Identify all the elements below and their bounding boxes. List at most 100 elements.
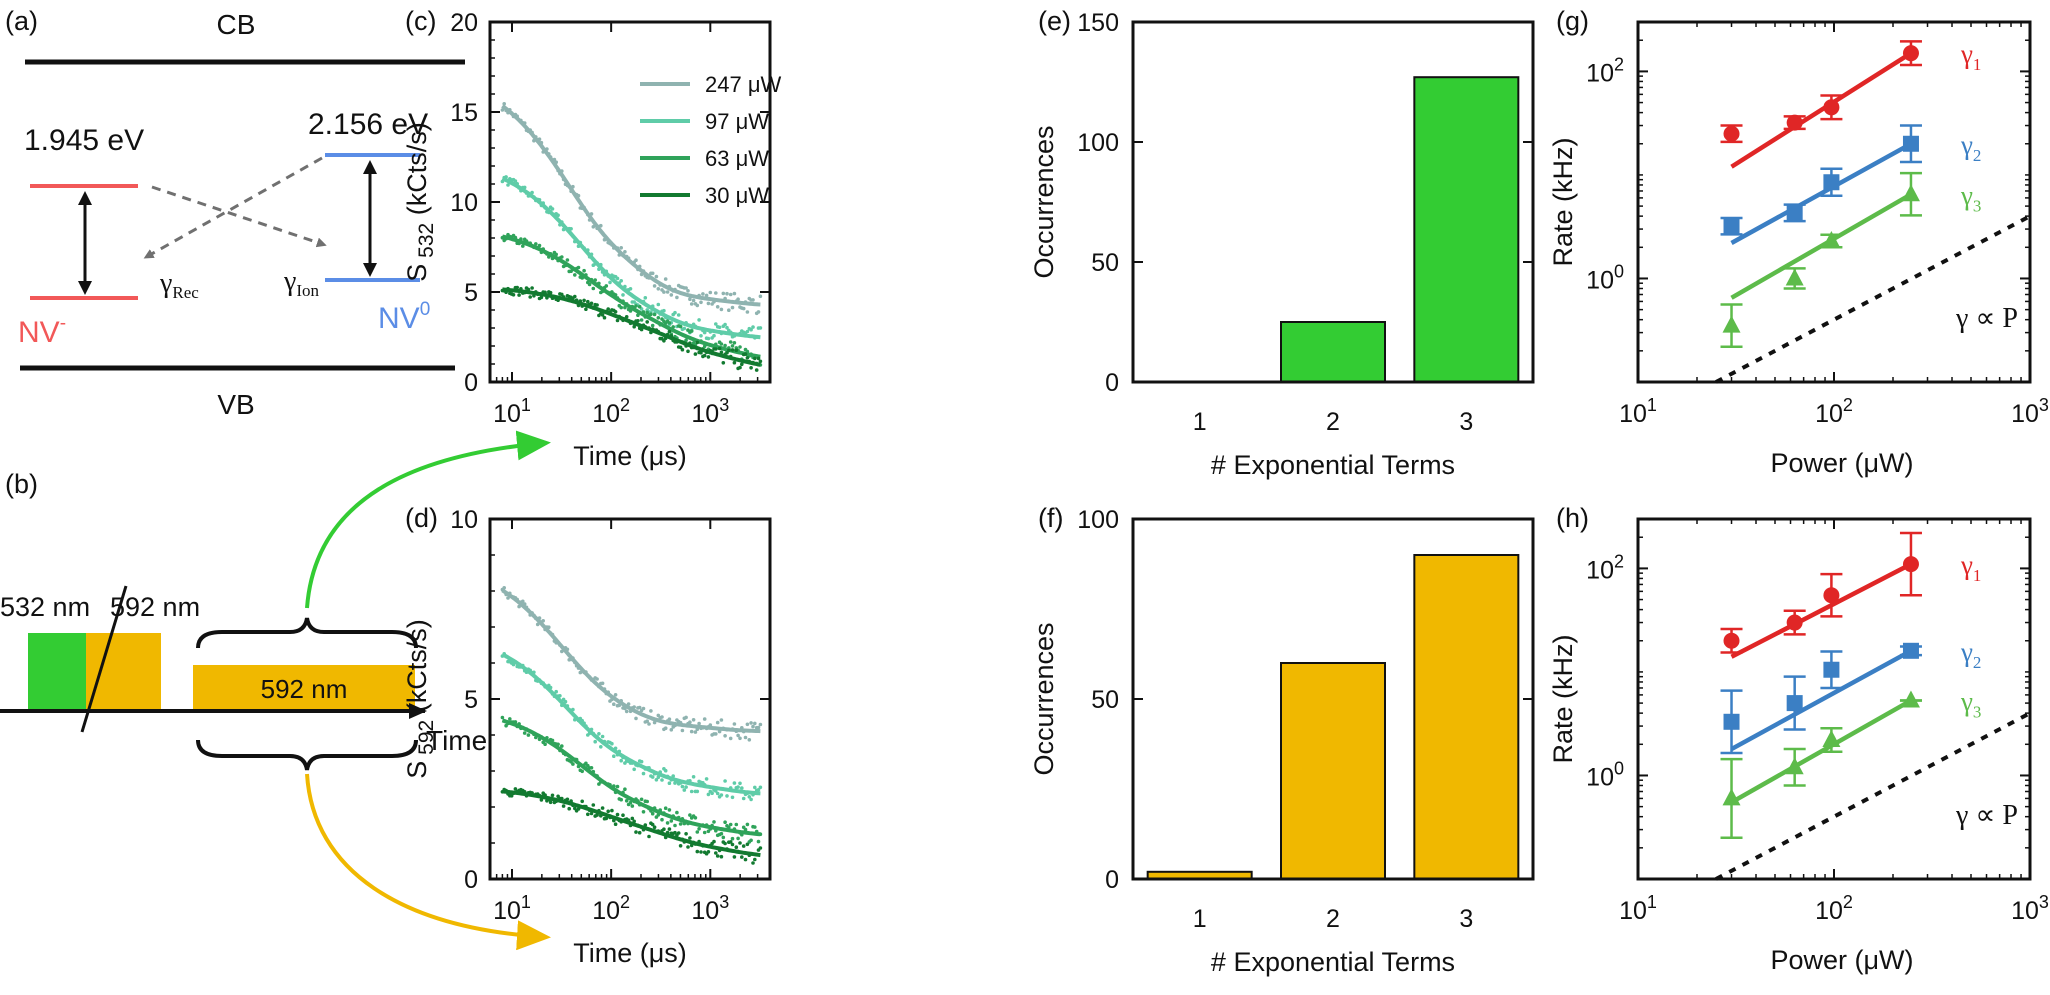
data-point [706,792,711,797]
data-point [749,327,753,332]
fit-line-2 [501,234,761,359]
data-point [1785,268,1804,286]
data-point [667,781,672,785]
data-point [604,816,609,821]
data-point [650,323,655,328]
time-label: Time [426,725,487,756]
data-point [678,822,683,826]
data-point [727,308,731,313]
data-point [686,289,690,293]
data-point [582,298,586,303]
data-point [730,344,735,348]
data-point [513,179,518,183]
gamma-rec-label: γRec [159,268,199,302]
y-tick-label: 10 [450,506,478,534]
y-axis-label: Rate (kHz) [1548,137,1578,266]
y-tick-label: 0 [1105,866,1119,894]
data-point [560,292,564,297]
data-point [1723,632,1740,649]
green-pulse [28,633,86,711]
data-point [641,771,646,776]
x-tick-label: 103 [691,892,729,925]
data-point [628,800,633,805]
data-point [695,830,700,834]
data-point [669,293,674,297]
data-point [637,830,642,835]
data-point [684,286,688,290]
data-point [758,294,763,299]
data-point [1786,695,1803,712]
fit-line-1 [1730,562,1913,659]
data-point [637,305,642,309]
data-point [534,242,538,246]
data-point [702,830,707,835]
data-point [508,717,512,721]
data-point [753,825,757,829]
data-point [708,290,713,295]
data-point [599,745,603,749]
data-point [756,725,761,730]
data-point [684,338,688,343]
y-axis-label: S 592 (kCts/s) [402,619,438,778]
data-point [641,810,646,814]
data-point [1723,713,1740,730]
fit-line-2 [1730,141,1913,245]
data-point [732,360,737,365]
y-tick-label: 5 [464,279,478,307]
data-point [663,277,668,281]
data-point [561,804,566,808]
data-point [586,812,590,817]
data-point [1723,218,1740,235]
data-point [730,348,735,352]
data-point [730,836,735,841]
data-point [1902,135,1919,152]
data-point [560,255,564,259]
data-point [576,265,581,270]
data-point [667,329,672,334]
data-point [612,754,616,758]
data-point [753,356,757,361]
data-point [537,243,542,248]
data-point [587,282,592,287]
data-point [741,844,746,848]
data-point [695,849,700,854]
data-point [743,857,748,862]
data-point [758,785,763,790]
data-point [675,810,679,815]
data-point [634,258,638,263]
data-point [669,728,674,732]
bar [1280,321,1386,383]
data-point [624,315,629,319]
data-point [706,850,711,854]
data-point [647,834,651,839]
data-point [699,350,703,355]
data-point [1823,661,1840,678]
chart-f: (f) 1 2 3 0 50 100 # Exponential Terms Occurrenc… [1029,503,1535,977]
chart-e-frame [1131,20,1535,384]
data-point [649,709,653,713]
data-point [641,706,646,711]
data-point [580,799,584,804]
y-tick-label: 10 [450,189,478,217]
data-point [756,788,761,792]
cb-label: CB [217,9,256,40]
switch-slash [80,585,128,733]
data-point [513,787,518,791]
bar [1413,554,1520,880]
data-point [1823,99,1840,116]
recombination-arrow [143,156,323,259]
data-point [741,306,746,311]
data-point [591,803,596,807]
data-point [624,799,629,803]
data-point [1823,174,1840,191]
data-point [704,293,709,298]
data-point [702,717,707,721]
data-point [615,784,620,789]
yellow-pulse-1 [86,633,161,711]
x-axis-label: Time (μs) [573,938,687,968]
data-point [740,362,744,367]
data-point [615,812,620,817]
data-point [1786,614,1803,631]
data-point [697,318,701,322]
data-point [688,297,692,302]
